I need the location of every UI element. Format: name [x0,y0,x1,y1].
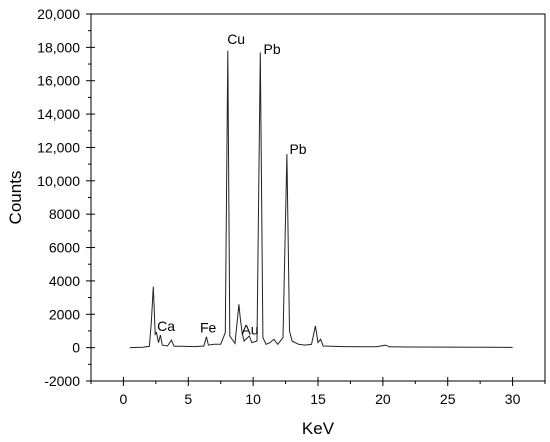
peak-label-ca: Ca [157,318,175,334]
x-axis-title: KeV [302,419,335,438]
x-tick-label: 10 [245,391,261,407]
y-tick-label: 8000 [49,206,80,222]
peak-label-au: Au [241,321,258,337]
x-tick-label: 15 [310,391,326,407]
y-axis-title: Counts [6,171,25,225]
y-tick-label: 20,000 [37,6,80,22]
peak-label-cu: Cu [227,31,245,47]
y-tick-label: 16,000 [37,73,80,89]
y-tick-label: 14,000 [37,106,80,122]
peak-label-pb: Pb [264,41,281,57]
y-tick-label: 4000 [49,273,80,289]
x-tick-label: 0 [120,391,128,407]
y-tick-label: 18,000 [37,39,80,55]
y-tick-label: 2000 [49,306,80,322]
x-tick-label: 25 [440,391,456,407]
x-tick-label: 30 [505,391,521,407]
y-tick-label: 12,000 [37,139,80,155]
y-tick-label: 0 [72,340,80,356]
x-tick-label: 20 [375,391,391,407]
spectrum-line [129,50,513,349]
y-tick-label: 10,000 [37,173,80,189]
y-tick-label: -2000 [44,373,80,389]
peak-label-pb: Pb [289,141,306,157]
peak-label-fe: Fe [200,320,217,336]
x-tick-label: 5 [184,391,192,407]
y-tick-label: 6000 [49,240,80,256]
